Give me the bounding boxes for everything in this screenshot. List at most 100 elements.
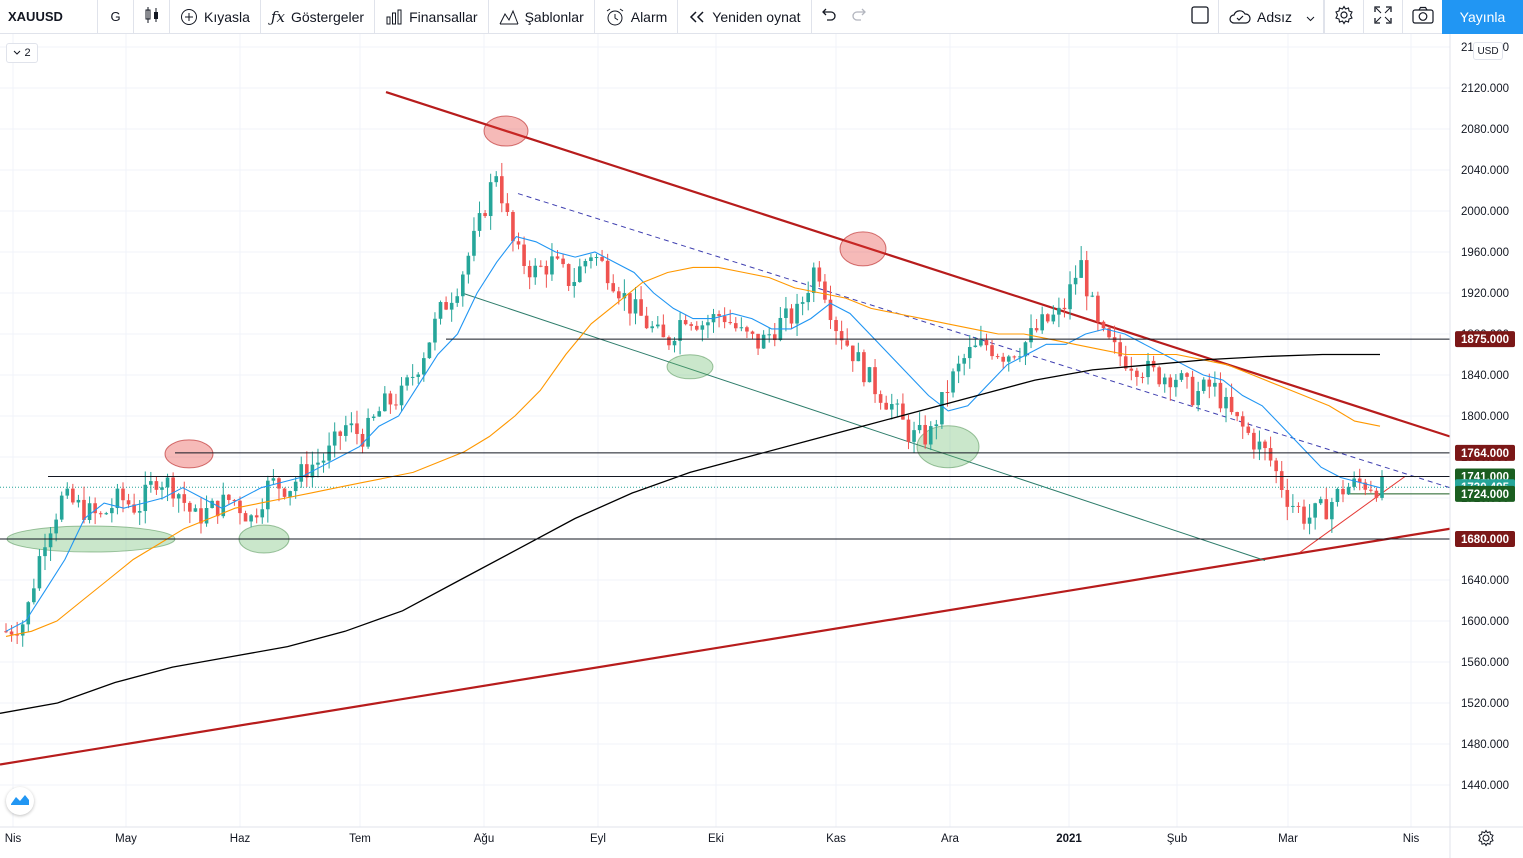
replay-button[interactable]: Yeniden oynat [678,0,812,34]
candle-body [1229,396,1234,413]
interval-button[interactable]: G [98,0,134,34]
layout-button[interactable] [1182,0,1218,34]
candle-body [745,327,749,332]
price-badge: 1875.000 [1455,331,1515,348]
candle [1335,487,1340,507]
ma-line-ma20 [5,235,1381,632]
candle [1235,411,1239,422]
tradingview-logo[interactable] [6,787,34,815]
candle [427,342,432,359]
candle-body [121,488,125,501]
redo-button[interactable] [844,0,876,34]
candle-body [979,340,983,346]
candle [344,415,348,442]
candle-body [282,488,287,497]
fullscreen-button[interactable] [1364,0,1402,34]
candle-body [383,393,387,412]
candle [895,399,900,417]
candle [884,395,888,410]
candlestick-series [4,162,1384,647]
candle-body [928,426,933,445]
candle [733,317,738,332]
templates-button[interactable]: Şablonlar [489,0,595,34]
candle [1363,478,1368,496]
candle [282,487,287,500]
symbol-search[interactable]: XAUUSD [0,0,98,34]
candle [739,317,744,332]
candle-body [210,500,214,508]
candle-body [572,282,577,286]
candle [1374,487,1379,502]
candle-body [722,316,727,323]
candle-body [772,334,777,341]
candle [477,201,482,237]
candle-body [1051,314,1056,322]
candle-body [1062,307,1067,310]
price-tick-label: 2040.000 [1461,165,1509,177]
price-axis-area[interactable] [1450,34,1523,827]
gear-icon [1477,829,1495,851]
redo-icon [851,8,868,25]
candle [655,316,660,329]
templates-label: Şablonlar [524,8,584,25]
candle-body [967,347,972,359]
candle-body [1096,295,1100,322]
candle-body [750,331,755,334]
candle [750,330,755,340]
currency-label[interactable]: USD [1473,42,1503,60]
candle-body [193,508,198,512]
financials-button[interactable]: Finansallar [375,0,489,34]
indicators-button[interactable]: ƒx Göstergeler [261,0,376,34]
candle [1330,497,1334,533]
candle-body [427,342,432,359]
candle-body [1335,488,1340,503]
candle [694,321,699,332]
candle-body [733,323,738,329]
settings-button[interactable] [1324,0,1364,34]
publish-button[interactable]: Yayınla [1442,0,1523,34]
snapshot-button[interactable] [1402,0,1442,34]
candle [1318,496,1323,506]
candle-body [399,385,404,406]
candle [332,422,337,458]
candle-body [1001,356,1005,362]
price-tick-label: 2000.000 [1461,206,1509,218]
save-layout-button[interactable]: Adsız [1218,0,1324,34]
axis-settings-button[interactable] [1477,829,1495,852]
candle-body [1302,506,1306,524]
time-tick-label: Şub [1167,833,1187,845]
candle [700,320,705,342]
price-chart[interactable]: 2160.0002120.0002080.0002040.0002000.000… [0,34,1523,858]
candle [483,210,487,218]
chart-grid [0,34,1450,827]
candle [399,377,404,411]
legend-toggle[interactable]: 2 [6,43,38,63]
undo-button[interactable] [812,0,844,34]
candle-body [1084,260,1089,297]
candle-body [1330,502,1334,520]
candle-body [137,511,142,513]
candle-body [706,322,710,326]
candle-body [761,334,766,349]
candle-body [221,494,226,517]
time-tick-label: 2021 [1056,833,1082,845]
candle-body [644,315,649,329]
alert-button[interactable]: Alarm [595,0,679,34]
chart-type-button[interactable] [134,0,170,34]
candle [594,253,599,266]
candle-body [293,481,298,492]
candle [984,333,989,351]
candle [488,173,493,230]
candle [1168,374,1173,401]
candle-body [132,504,136,513]
price-tick-label: 2080.000 [1461,124,1509,136]
compare-button[interactable]: Kıyasla [170,0,261,34]
candle-body [561,258,565,265]
candle-body [800,302,805,304]
candle-body [416,374,421,377]
candle-body [422,358,426,375]
price-tick-label: 1960.000 [1461,247,1509,259]
candle [979,325,983,348]
candle-body [1357,478,1362,483]
candle-body [500,176,504,204]
